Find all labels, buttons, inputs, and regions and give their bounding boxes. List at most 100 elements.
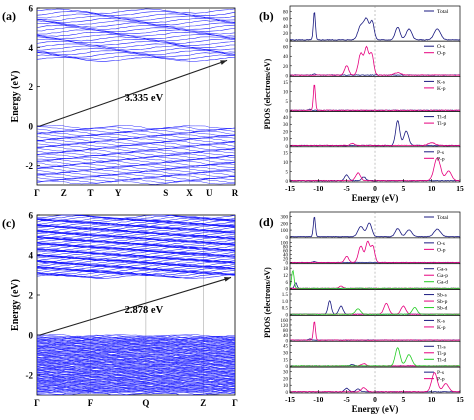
pdos-b-ytick-label: 40 (283, 116, 289, 121)
pdos-b-legend-label: P-p (437, 156, 445, 162)
pdos-d-ytick-label: 12 (283, 274, 289, 279)
pdos-d-ytick-label: 30 (283, 352, 289, 357)
pdos-d-ytick-label: 80 (283, 245, 289, 250)
pdos-b-ytick-label: 10 (283, 90, 289, 95)
pdos-d-legend-label: Ga-p (437, 273, 448, 279)
pdos-d-ytick-label: 1.5 (282, 293, 289, 298)
pdos-b-ytick-label: 20 (283, 32, 289, 37)
pdos-d-ytick-label: 0 (286, 236, 289, 241)
pdos-b-xtick-label: 15 (456, 184, 464, 193)
pdos-b-xtick-label: 0 (373, 184, 377, 193)
bands-c-panel-label: (c) (2, 216, 15, 230)
bands-c-gap-label: 2.878 eV (125, 305, 164, 316)
bands-c-ylabel: Energy (eV) (10, 279, 21, 331)
pdos-d-legend-label: O-s (437, 241, 445, 247)
pdos-d-legend-label: P-p (437, 377, 445, 383)
pdos-d-xtick-label: 10 (428, 395, 436, 404)
pdos-b-ytick-label: 30 (283, 123, 289, 128)
pdos-d-ytick-label: 300 (281, 215, 289, 220)
bands-c-kpoint-label: F (88, 398, 94, 408)
bands-c-kpoint-label: Z (200, 398, 206, 408)
pdos-d-legend-label: O-p (437, 247, 446, 253)
bands-a-panel-label: (a) (2, 9, 16, 23)
bands-c-kpoint-label: Γ (34, 398, 40, 408)
bands-a-ylabel: Energy (eV) (10, 71, 21, 123)
pdos-b-legend-label: K-s (437, 79, 445, 85)
bands-a-ytick-label: 0 (29, 122, 34, 132)
pdos-b-xtick-label: 5 (401, 184, 405, 193)
pdos-b-ytick-label: 60 (283, 18, 289, 23)
bands-a-kpoint-label: U (206, 188, 213, 198)
pdos-b-ytick-label: 0 (286, 180, 289, 185)
pdos-b-ytick-label: 15 (283, 151, 289, 156)
pdos-d-ytick-label: 120 (281, 324, 289, 329)
pdos-d-legend-label: K-s (437, 318, 445, 324)
pdos-b-legend-label: P-s (437, 150, 444, 156)
pdos-d-ytick-label: 40 (283, 334, 289, 339)
bands-c-gap-arrowhead (224, 277, 232, 282)
pdos-d-ytick-label: 30 (283, 371, 289, 376)
pdos-b-legend-label: Ti-p (437, 121, 447, 127)
pdos-d-ytick-label: 100 (281, 241, 289, 246)
pdos-b-ytick-label: 60 (283, 46, 289, 51)
pdos-d-curve-sb-d (289, 307, 461, 315)
pdos-d-ytick-label: 0 (286, 339, 289, 344)
pdos-b-ytick-label: 40 (283, 25, 289, 30)
pdos-d-legend-label: Sb-d (437, 306, 448, 312)
bands-c-band-lines (36, 214, 236, 396)
pdos-d-legend-label: Ti-s (437, 344, 446, 350)
pdos-b-ytick-label: 20 (283, 65, 289, 70)
pdos-d-legend-label: Ga-d (437, 280, 448, 286)
pdos-d-xlabel: Energy (eV) (352, 404, 399, 414)
pdos-d-ytick-label: 40 (283, 254, 289, 259)
pdos-b-panel-label: (b) (259, 9, 274, 23)
bands-a-band-lines (36, 8, 236, 185)
pdos-d-ytick-label: 0 (286, 262, 289, 267)
pdos-d-legend-label: Ti-d (437, 357, 447, 363)
bands-a-kpoint-label: S (163, 188, 168, 198)
pdos-b-xtick-label: -15 (285, 184, 295, 193)
bands-a-kpoint-label: Γ (34, 188, 40, 198)
bands-a-ytick-label: 6 (29, 4, 34, 14)
pdos-d-ytick-label: 100 (281, 229, 289, 234)
bands-a-kpoint-label: R (232, 188, 239, 198)
pdos-b-legend-label: O-p (437, 51, 446, 57)
bands-a-ytick-label: 4 (29, 43, 34, 53)
pdos-b-legend-label: O-s (437, 44, 445, 50)
bands-a-kpoint-label: Z (61, 188, 67, 198)
pdos-b-ytick-label: 5 (286, 100, 289, 105)
pdos-b-ytick-label: 10 (283, 161, 289, 166)
pdos-d-ytick-label: 160 (281, 319, 289, 324)
pdos-d-ytick-label: 1.0 (282, 300, 289, 305)
bands-c-ytick-label: 4 (29, 251, 34, 261)
bands-c-ytick-label: 6 (29, 211, 34, 221)
bands-a-gap-label: 3.335 eV (125, 93, 164, 104)
pdos-b-legend-label: Total (437, 9, 449, 15)
pdos-b-ytick-label: 80 (283, 10, 289, 15)
bands-c-gap-arrow (39, 276, 232, 336)
pdos-b-ylabel: PDOS (electrons/eV) (263, 58, 272, 129)
pdos-d-legend-label: K-p (437, 325, 446, 331)
pdos-b-curve-total (289, 12, 461, 41)
pdos-b-curve-o-p (289, 45, 461, 76)
pdos-b-ytick-label: 0 (286, 39, 289, 44)
pdos-d-ytick-label: 0.5 (282, 307, 289, 312)
pdos-d-xtick-label: 0 (373, 395, 377, 404)
pdos-b-ytick-label: 15 (283, 81, 289, 86)
pdos-d-ylabel: PDOS (electrons/eV) (263, 267, 272, 338)
bands-a-ytick-label: 2 (29, 82, 34, 92)
pdos-d-ytick-label: 18 (283, 267, 289, 272)
pdos-d-legend-label: Total (437, 215, 449, 221)
pdos-d-ytick-label: 20 (283, 377, 289, 382)
pdos-d-panel-label: (d) (259, 215, 274, 229)
pdos-d-legend-label: Ga-s (437, 267, 447, 273)
pdos-d-xtick-label: -5 (344, 395, 350, 404)
pdos-d-curve-total (289, 216, 461, 238)
bands-a-gap-arrowhead (220, 60, 228, 65)
pdos-d-ytick-label: 45 (283, 345, 289, 350)
pdos-d-ytick-label: 15 (283, 358, 289, 363)
pdos-d-ytick-label: 0 (286, 313, 289, 318)
pdos-b-ytick-label: 20 (283, 130, 289, 135)
pdos-b-xtick-label: -5 (344, 184, 350, 193)
pdos-d-legend-label: Ti-p (437, 351, 447, 357)
